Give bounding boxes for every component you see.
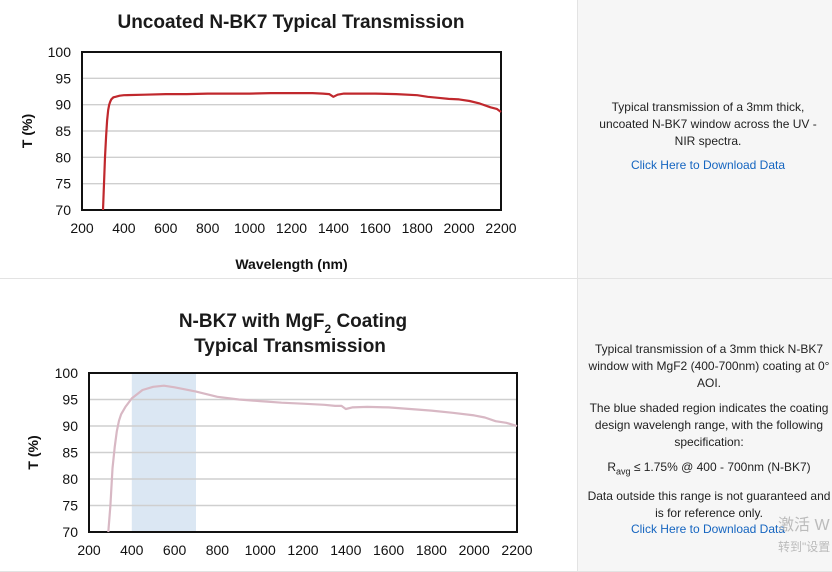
chart-cell-1: Uncoated N-BK7 Typical Transmission 100 9… bbox=[0, 0, 576, 278]
info-description: Typical transmission of a 3mm thick, unc… bbox=[599, 100, 817, 148]
chart-mgf2-coated: N-BK7 with MgF2 Coating Typical Transmis… bbox=[25, 311, 533, 558]
x-tick-label: 1000 bbox=[234, 220, 265, 236]
x-tick-label: 1200 bbox=[287, 542, 318, 558]
chart-row-1: Uncoated N-BK7 Typical Transmission 100 9… bbox=[0, 0, 832, 279]
chart-title-line2: Typical Transmission bbox=[194, 336, 386, 357]
y-tick-label: 100 bbox=[55, 365, 79, 381]
x-tick-label: 2000 bbox=[444, 220, 475, 236]
x-tick-label: 2200 bbox=[501, 542, 532, 558]
chart-cell-2: N-BK7 with MgF2 Coating Typical Transmis… bbox=[0, 279, 576, 571]
x-tick-label: 1800 bbox=[416, 542, 447, 558]
plot-frame bbox=[88, 372, 518, 533]
y-axis-label: T (%) bbox=[25, 435, 41, 469]
x-tick-label: 400 bbox=[112, 220, 136, 236]
y-tick-label: 95 bbox=[55, 70, 71, 86]
info-description: Typical transmission of a 3mm thick N-BK… bbox=[588, 342, 830, 390]
watermark-line1: 激活 W bbox=[778, 517, 830, 534]
chart-uncoated: Uncoated N-BK7 Typical Transmission 100 9… bbox=[19, 12, 517, 272]
info-spec: Ravg ≤ 1.75% @ 400 - 700nm (N-BK7) bbox=[607, 460, 811, 477]
x-tick-label: 800 bbox=[196, 220, 220, 236]
info-cell-2: Typical transmission of a 3mm thick N-BK… bbox=[577, 279, 832, 571]
x-tick-label: 1800 bbox=[402, 220, 433, 236]
y-tick-label: 80 bbox=[62, 471, 78, 487]
watermark-line2: 转到"设置 bbox=[778, 540, 831, 554]
x-tick-label: 1400 bbox=[330, 542, 361, 558]
y-tick-label: 70 bbox=[55, 202, 71, 218]
y-tick-label: 85 bbox=[62, 445, 78, 461]
y-tick-label: 100 bbox=[48, 44, 72, 60]
info-cell-1: Typical transmission of a 3mm thick, unc… bbox=[577, 0, 832, 278]
x-tick-label: 1400 bbox=[318, 220, 349, 236]
x-tick-label: 200 bbox=[77, 542, 101, 558]
y-tick-label: 75 bbox=[55, 176, 71, 192]
chart-row-2: N-BK7 with MgF2 Coating Typical Transmis… bbox=[0, 279, 832, 572]
download-data-link[interactable]: Click Here to Download Data bbox=[630, 158, 786, 172]
x-tick-label: 400 bbox=[120, 542, 144, 558]
x-tick-label: 1200 bbox=[276, 220, 307, 236]
y-tick-label: 70 bbox=[62, 524, 78, 540]
info-disclaimer: Data outside this range is not guarantee… bbox=[587, 489, 831, 521]
y-tick-label: 75 bbox=[62, 498, 78, 514]
chart-title-line1: N-BK7 with MgF2 Coating bbox=[179, 311, 407, 336]
y-tick-label: 95 bbox=[62, 392, 78, 408]
chart-title: Uncoated N-BK7 Typical Transmission bbox=[117, 12, 464, 33]
y-tick-label: 80 bbox=[55, 149, 71, 165]
info-block: Typical transmission of a 3mm thick N-BK… bbox=[586, 341, 832, 530]
download-data-link[interactable]: Click Here to Download Data bbox=[630, 522, 786, 536]
y-tick-label: 90 bbox=[62, 418, 78, 434]
x-tick-label: 1600 bbox=[360, 220, 391, 236]
info-shaded-note: The blue shaded region indicates the coa… bbox=[589, 401, 829, 449]
y-axis-label: T (%) bbox=[19, 114, 35, 148]
x-tick-label: 2000 bbox=[459, 542, 490, 558]
x-tick-label: 1000 bbox=[245, 542, 276, 558]
y-tick-label: 85 bbox=[55, 123, 71, 139]
x-tick-label: 1600 bbox=[373, 542, 404, 558]
y-tick-label: 90 bbox=[55, 97, 71, 113]
x-tick-label: 600 bbox=[163, 542, 187, 558]
series-line bbox=[101, 91, 502, 211]
x-tick-label: 2200 bbox=[485, 220, 516, 236]
x-axis-label: Wavelength (nm) bbox=[235, 256, 347, 272]
x-tick-label: 800 bbox=[206, 542, 230, 558]
x-tick-label: 600 bbox=[154, 220, 178, 236]
x-tick-label: 200 bbox=[70, 220, 94, 236]
series-line bbox=[107, 384, 518, 533]
plot-frame bbox=[81, 51, 502, 211]
